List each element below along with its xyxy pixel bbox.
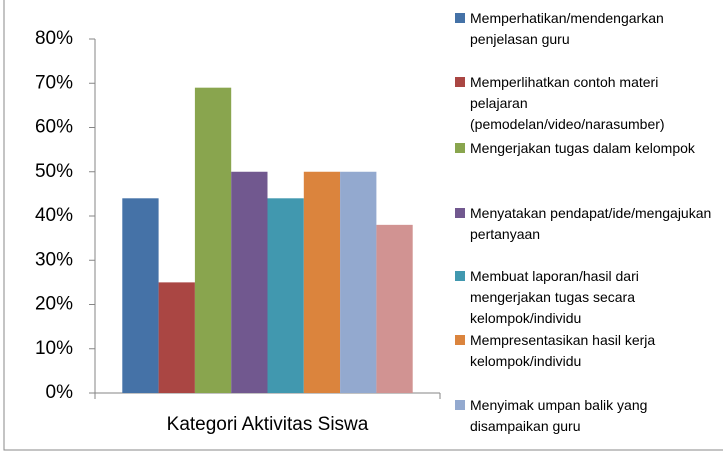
bar xyxy=(303,171,341,393)
chart-border xyxy=(3,0,723,451)
legend-swatch xyxy=(455,335,465,345)
legend-entry: Mengerjakan tugas dalam kelompok xyxy=(455,138,717,159)
legend-entry: Menyatakan pendapat/ide/mengajukan perta… xyxy=(455,203,717,245)
y-tick-label: 70% xyxy=(35,72,73,93)
legend-swatch xyxy=(455,208,465,218)
legend-entry: Mempresentasikan hasil kerja kelompok/in… xyxy=(455,330,717,372)
y-tick-label: 30% xyxy=(35,249,73,270)
legend-label: Mengerjakan tugas dalam kelompok xyxy=(470,140,695,156)
bar xyxy=(231,171,268,393)
bar xyxy=(340,171,377,393)
x-tick-label: Kategori Aktivitas Siswa xyxy=(167,414,369,435)
legend-label: Membuat laporan/hasil dari mengerjakan t… xyxy=(470,268,639,326)
legend-entry: Menyimak umpan balik yang disampaikan gu… xyxy=(455,395,717,437)
y-tick-label: 80% xyxy=(35,28,73,49)
legend-label: Menyimak umpan balik yang disampaikan gu… xyxy=(470,397,648,434)
legend-label: Memperhatikan/mendengarkan penjelasan gu… xyxy=(470,10,664,47)
bar xyxy=(122,198,159,393)
y-tick-label: 10% xyxy=(35,338,73,359)
bar xyxy=(194,87,232,394)
legend-label: Menyatakan pendapat/ide/mengajukan perta… xyxy=(470,205,712,242)
legend-label: Memperlihatkan contoh materi pelajaran (… xyxy=(470,74,665,132)
legend-entry: Memperhatikan/mendengarkan penjelasan gu… xyxy=(455,8,717,50)
y-tick-label: 20% xyxy=(35,294,73,315)
bar xyxy=(158,282,195,393)
y-tick-label: 50% xyxy=(35,161,73,182)
legend-entry: Membuat laporan/hasil dari mengerjakan t… xyxy=(455,266,717,329)
bar xyxy=(376,224,413,393)
legend-swatch xyxy=(455,400,465,410)
bar xyxy=(267,198,304,393)
y-tick-label: 0% xyxy=(46,382,74,403)
y-tick-label: 60% xyxy=(35,117,73,138)
legend-swatch xyxy=(455,13,465,23)
legend-swatch xyxy=(455,143,465,153)
legend-swatch xyxy=(455,77,465,87)
y-tick-label: 40% xyxy=(35,205,73,226)
legend-entry: Memperlihatkan contoh materi pelajaran (… xyxy=(455,72,717,135)
legend-label: Mempresentasikan hasil kerja kelompok/in… xyxy=(470,332,656,369)
legend-swatch xyxy=(455,271,465,281)
